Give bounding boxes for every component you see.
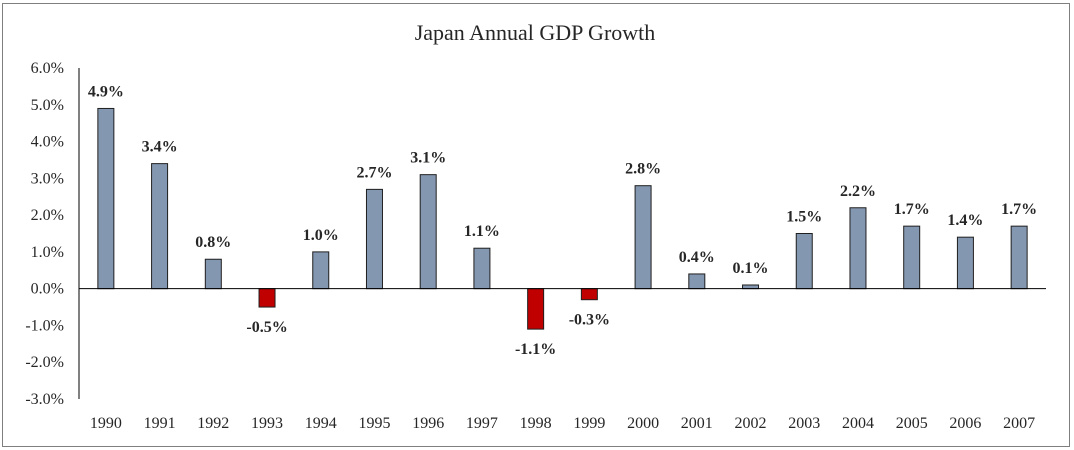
bar-2006 [956, 236, 974, 290]
bar-2000 [634, 185, 652, 290]
bar-1997 [473, 247, 491, 290]
x-tick-label-1998: 1998 [520, 415, 552, 432]
x-tick-label-2002: 2002 [735, 415, 767, 432]
data-label-2000: 2.8% [625, 161, 661, 178]
bar-2004 [849, 207, 867, 290]
y-tick-label: -1.0% [25, 317, 64, 334]
y-tick-label: -3.0% [25, 391, 64, 408]
bar-1990 [97, 107, 115, 290]
bar-2003 [795, 233, 813, 290]
x-tick-label-2006: 2006 [949, 415, 981, 432]
y-tick-label: 0.0% [31, 281, 64, 298]
bar-1995 [365, 188, 383, 290]
x-tick-label-2004: 2004 [842, 415, 874, 432]
x-tick-label-1997: 1997 [466, 415, 498, 432]
x-tick-label-1995: 1995 [358, 415, 390, 432]
x-tick-label-2005: 2005 [896, 415, 928, 432]
x-tick-label-1992: 1992 [197, 415, 229, 432]
data-label-2002: 0.1% [733, 260, 769, 277]
bar-1992 [204, 258, 222, 290]
data-labels-group: 4.9% 3.4% 0.8% -0.5% 1.0% 2.7% 3.1% 1.1% -1.1% -0… [88, 83, 1037, 358]
data-label-1996: 3.1% [410, 150, 446, 167]
y-tick-label: 1.0% [31, 244, 64, 261]
x-tick-label-1996: 1996 [412, 415, 444, 432]
bar-1991 [151, 163, 169, 290]
bar-1993 [258, 288, 276, 308]
y-tick-label: 4.0% [31, 134, 64, 151]
y-tick-label: 2.0% [31, 207, 64, 224]
data-label-1995: 2.7% [356, 164, 392, 181]
bar-1999 [580, 288, 598, 301]
x-tick-label-1994: 1994 [305, 415, 337, 432]
bars-group [97, 107, 1028, 330]
x-axis-ticks: 1990 1991 1992 1993 1994 1995 1996 1997 1998 1999… [90, 415, 1035, 432]
y-tick-label: 3.0% [31, 170, 64, 187]
data-label-1992: 0.8% [195, 234, 231, 251]
data-label-1997: 1.1% [464, 223, 500, 240]
x-tick-label-2007: 2007 [1003, 415, 1035, 432]
bar-2005 [903, 225, 921, 290]
data-label-2007: 1.7% [1001, 201, 1037, 218]
x-tick-label-2003: 2003 [788, 415, 820, 432]
data-label-2005: 1.7% [894, 201, 930, 218]
data-label-1999: -0.3% [569, 312, 610, 329]
x-tick-label-2000: 2000 [627, 415, 659, 432]
bar-2001 [688, 273, 706, 290]
chart-frame [2, 3, 1070, 447]
data-label-1991: 3.4% [142, 139, 178, 156]
x-tick-label-1990: 1990 [90, 415, 122, 432]
bar-1994 [312, 251, 330, 290]
x-tick-label-2001: 2001 [681, 415, 713, 432]
y-tick-label: 5.0% [31, 97, 64, 114]
x-tick-label-1991: 1991 [144, 415, 176, 432]
bar-2002 [742, 284, 760, 290]
x-tick-label-1999: 1999 [573, 415, 605, 432]
x-tick-label-1993: 1993 [251, 415, 283, 432]
data-label-2003: 1.5% [786, 209, 822, 226]
data-label-1993: -0.5% [246, 319, 287, 336]
data-label-2004: 2.2% [840, 183, 876, 200]
chart-title: Japan Annual GDP Growth [415, 20, 656, 45]
data-label-2006: 1.4% [947, 212, 983, 229]
bar-1996 [419, 174, 437, 290]
data-label-2001: 0.4% [679, 249, 715, 266]
y-axis-ticks: 6.0% 5.0% 4.0% 3.0% 2.0% 1.0% 0.0% -1.0% -2.0% -3… [25, 60, 64, 408]
data-label-1994: 1.0% [303, 227, 339, 244]
y-tick-label: 6.0% [31, 60, 64, 77]
bar-2007 [1010, 225, 1028, 290]
y-tick-label: -2.0% [25, 354, 64, 371]
data-label-1998: -1.1% [515, 341, 556, 358]
bar-1998 [527, 288, 545, 330]
data-label-1990: 4.9% [88, 83, 124, 100]
